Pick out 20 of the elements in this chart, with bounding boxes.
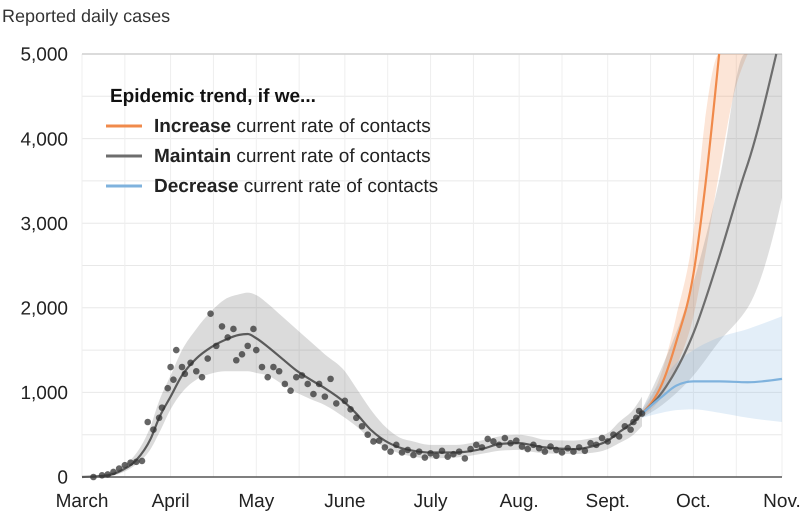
y-tick-label: 3,000	[20, 214, 68, 235]
x-tick-label: Nov.	[763, 491, 801, 512]
x-tick-label: May	[238, 491, 275, 512]
legend-title: Epidemic trend, if we...	[110, 86, 316, 107]
x-tick-label: Aug.	[500, 491, 539, 512]
x-tick-label: Sept.	[586, 491, 630, 512]
x-tick-label: July	[414, 491, 448, 512]
legend-label: Increase current rate of contacts	[154, 116, 431, 137]
y-tick-label: 5,000	[20, 44, 68, 66]
y-axis-title: Reported daily cases	[2, 6, 170, 26]
y-tick-label: 2,000	[20, 298, 68, 320]
x-tick-label: Oct.	[676, 491, 711, 512]
y-tick-label: 0	[57, 468, 68, 489]
x-tick-label: June	[324, 491, 366, 512]
x-tick-label: April	[152, 491, 190, 512]
legend-label: Decrease current rate of contacts	[154, 176, 438, 197]
y-tick-label: 1,000	[20, 383, 68, 404]
x-tick-label: March	[56, 491, 108, 512]
y-tick-label: 4,000	[20, 129, 68, 150]
legend-label: Maintain current rate of contacts	[154, 146, 431, 167]
